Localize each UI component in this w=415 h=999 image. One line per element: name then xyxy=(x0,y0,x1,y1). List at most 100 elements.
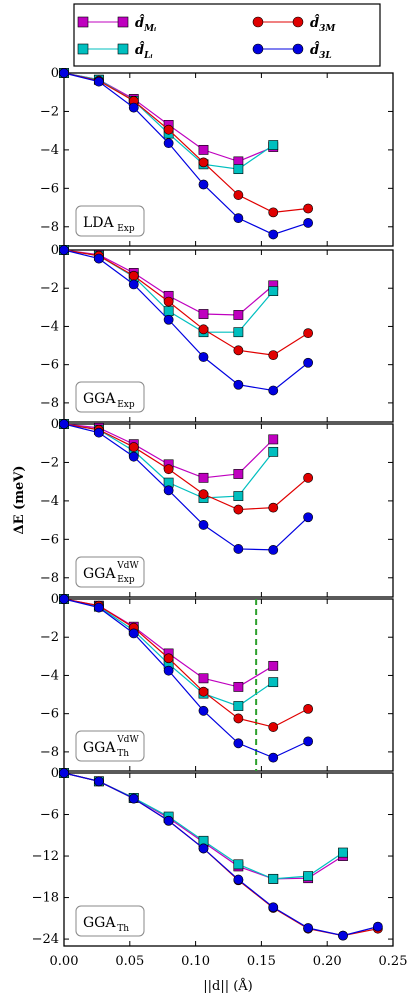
data-point xyxy=(163,124,174,135)
data-point xyxy=(163,653,174,664)
data-point xyxy=(268,752,279,763)
panel-label-sup: VdW xyxy=(116,561,139,571)
data-point xyxy=(303,357,314,368)
series xyxy=(59,245,314,361)
data-point xyxy=(93,76,104,87)
data-point xyxy=(303,871,314,882)
panel: 0 −6 −12 −18 −24 GGA Th xyxy=(32,766,394,947)
data-point xyxy=(268,545,279,555)
y-tick-label: −6 xyxy=(40,808,59,823)
data-point xyxy=(163,485,174,496)
panel-label: LDA xyxy=(83,215,115,231)
y-tick-label: −2 xyxy=(40,455,59,470)
series-line xyxy=(63,772,379,937)
panel-label-sub: Exp xyxy=(117,400,135,410)
panel-label-main: GGA xyxy=(83,740,116,756)
data-point xyxy=(163,665,174,676)
data-point xyxy=(233,213,244,224)
data-point xyxy=(268,502,279,513)
panel-label-main: GGA xyxy=(83,566,116,582)
legend-label: d̂Lᵢ xyxy=(135,41,153,61)
x-tick-label: 0.25 xyxy=(379,954,408,969)
data-point xyxy=(198,179,209,190)
panel-label-sub: Exp xyxy=(117,224,135,234)
data-point xyxy=(303,736,314,747)
data-point xyxy=(198,489,209,500)
series xyxy=(59,768,383,941)
y-tick-label: −4 xyxy=(40,319,59,334)
legend-marker xyxy=(252,43,264,55)
data-point xyxy=(303,472,314,483)
data-point xyxy=(93,253,104,264)
data-point xyxy=(198,686,209,697)
panel-label: GGA xyxy=(83,915,116,931)
legend-marker xyxy=(117,16,129,28)
data-point xyxy=(233,544,244,554)
data-point xyxy=(59,68,69,78)
data-point xyxy=(93,427,104,438)
x-tick-label: 0.15 xyxy=(247,954,276,969)
series-line xyxy=(63,598,309,728)
data-point xyxy=(128,442,139,452)
x-tick-label: 0.05 xyxy=(115,954,144,969)
legend-label-sub: Lᵢ xyxy=(143,51,152,61)
data-point xyxy=(233,738,244,749)
series xyxy=(59,419,314,555)
x-tick-label: 0.10 xyxy=(181,954,210,969)
legend-label-main: d̂ xyxy=(310,14,320,31)
y-tick-label: 0 xyxy=(51,417,59,432)
data-point xyxy=(93,776,104,787)
data-point xyxy=(233,504,244,515)
panel-label-main: GGA xyxy=(83,915,116,931)
legend-entry: d̂Lᵢ xyxy=(77,41,153,61)
series-line xyxy=(63,598,309,759)
series xyxy=(59,68,314,218)
panel-label-box xyxy=(75,205,145,237)
legend-marker xyxy=(252,16,264,28)
legend-entry: d̂Mᵢ xyxy=(77,14,156,34)
series xyxy=(59,68,314,240)
series xyxy=(59,245,314,396)
legend-label: d̂3L xyxy=(310,41,332,61)
panel-label-main: LDA xyxy=(83,215,115,231)
data-point xyxy=(198,352,209,362)
panel-label-box xyxy=(75,905,145,937)
y-tick-label: 0 xyxy=(51,592,59,607)
x-tick-label: 0.00 xyxy=(50,954,79,969)
data-point xyxy=(268,385,279,396)
legend-frame xyxy=(73,3,381,67)
legend-label-main: d̂ xyxy=(135,41,145,58)
panel-label-box xyxy=(75,730,145,762)
y-tick-label: −8 xyxy=(40,745,59,760)
y-tick-label: −2 xyxy=(40,281,59,296)
panel: 0 −2 −4 −6 −8 LDA Exp xyxy=(40,66,394,247)
legend-label-sub: 3L xyxy=(319,51,332,61)
data-point xyxy=(303,218,314,228)
series-line xyxy=(63,423,309,551)
y-tick-label: −6 xyxy=(40,532,59,547)
legend-entry: d̂3L xyxy=(252,41,332,61)
data-point xyxy=(268,207,279,218)
y-tick-label: −4 xyxy=(40,143,59,158)
y-tick-label: −2 xyxy=(40,630,59,645)
data-point xyxy=(128,279,139,290)
data-point xyxy=(268,229,279,240)
y-tick-label: 0 xyxy=(51,243,59,258)
series-line xyxy=(63,249,309,392)
data-point xyxy=(233,379,244,390)
legend: d̂Mᵢd̂Lᵢd̂3Md̂3L xyxy=(73,3,381,67)
y-tick-label: −6 xyxy=(40,181,59,196)
data-point xyxy=(268,446,279,457)
data-point xyxy=(59,594,69,604)
data-point xyxy=(59,768,69,778)
data-point xyxy=(128,793,139,804)
data-point xyxy=(303,703,314,714)
y-tick-label: −4 xyxy=(40,668,59,683)
y-tick-label: −18 xyxy=(32,891,59,906)
data-point xyxy=(233,310,244,320)
data-point xyxy=(198,673,209,684)
data-point xyxy=(198,843,209,854)
y-tick-label: −4 xyxy=(40,494,59,509)
legend-label-main: d̂ xyxy=(135,14,145,31)
data-point xyxy=(268,350,279,361)
